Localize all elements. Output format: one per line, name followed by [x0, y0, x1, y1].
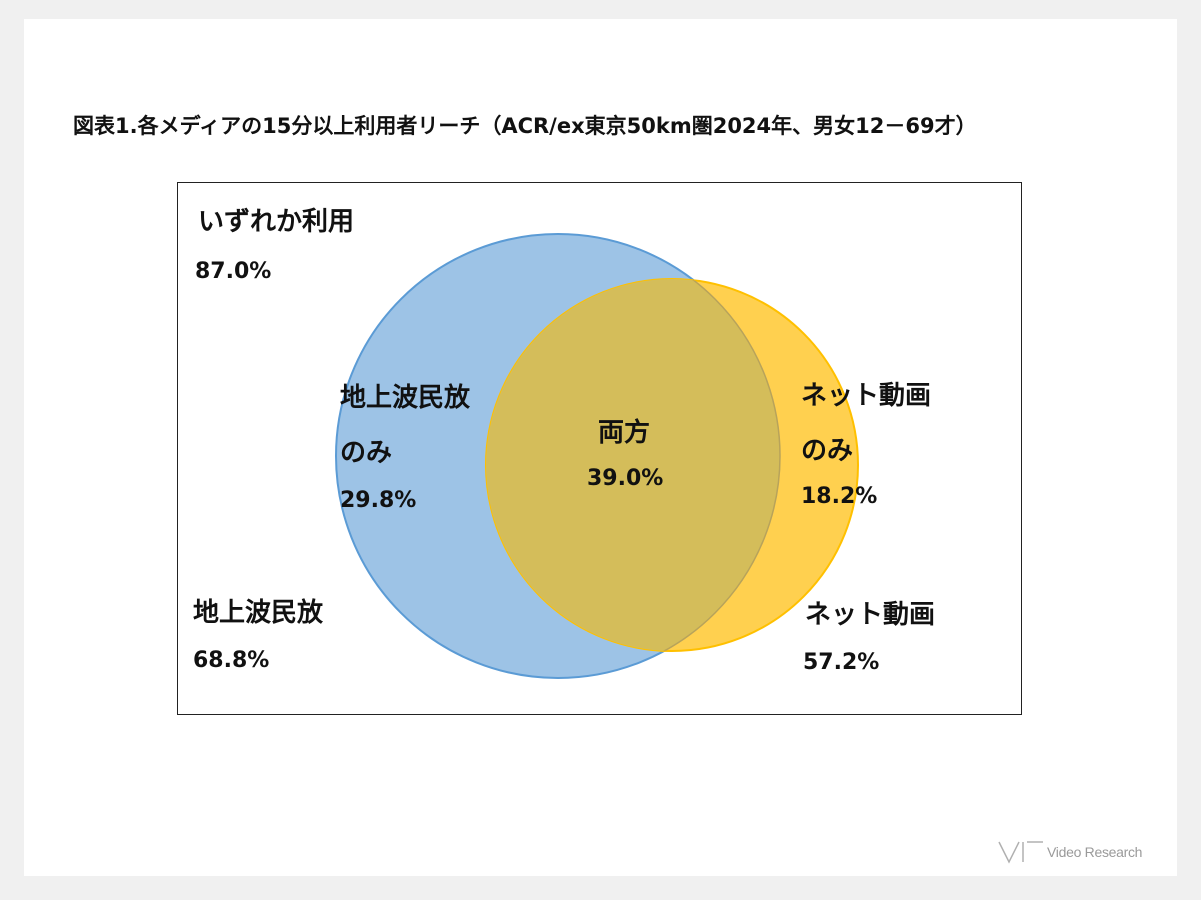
logo-mark-icon: [998, 841, 1043, 864]
both-value: 39.0%: [587, 466, 664, 491]
any-use-value: 87.0%: [195, 259, 272, 284]
terrestrial-only-value: 29.8%: [340, 488, 417, 513]
terrestrial-only-label: 地上波民放: [340, 383, 471, 413]
terrestrial-value: 68.8%: [193, 648, 270, 673]
terrestrial-label: 地上波民放: [193, 598, 324, 628]
page-title: 図表1.各メディアの15分以上利用者リーチ（ACR/ex東京50km圏2024年…: [73, 114, 977, 138]
any-use-label: いずれか利用: [198, 207, 355, 237]
logo-text: Video Research: [1047, 844, 1143, 860]
net-only-label-line2: のみ: [801, 436, 854, 466]
net-label: ネット動画: [805, 600, 936, 630]
net-only-value: 18.2%: [801, 484, 878, 509]
terrestrial-only-label-line2: のみ: [340, 438, 393, 468]
net-only-label: ネット動画: [801, 381, 932, 411]
both-label: 両方: [598, 418, 651, 448]
terrestrial-inner-edge: [486, 279, 781, 651]
net-value: 57.2%: [803, 650, 880, 675]
video-research-logo: Video Research: [997, 838, 1167, 866]
